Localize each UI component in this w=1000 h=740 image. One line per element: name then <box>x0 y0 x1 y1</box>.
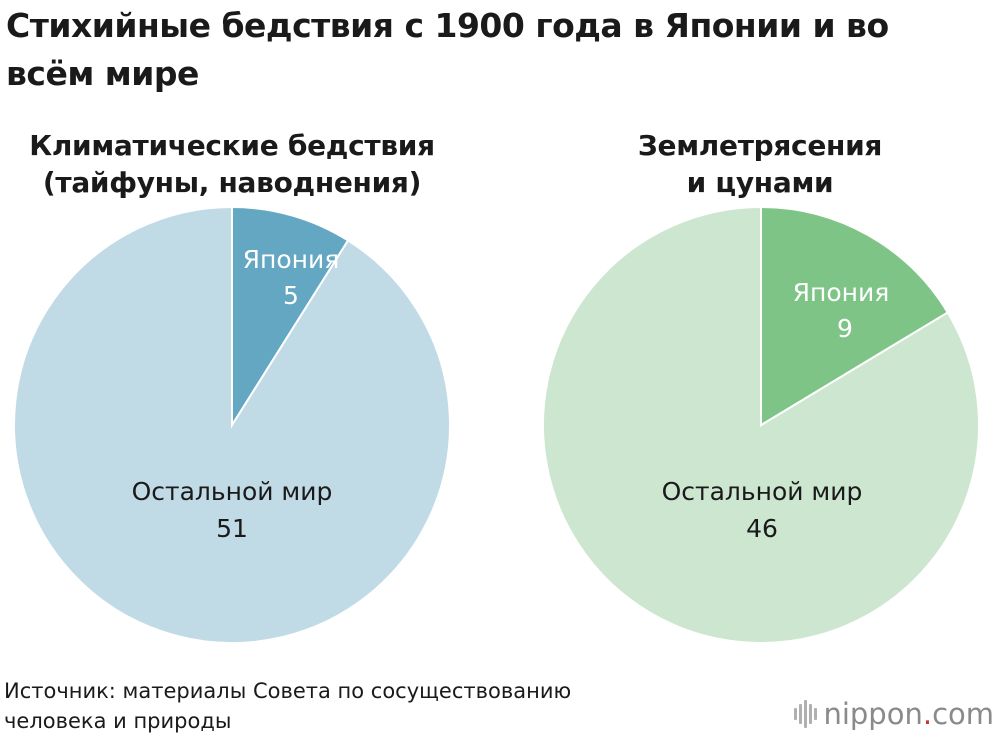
source-note: Источник: материалы Совета по сосущество… <box>4 676 571 736</box>
logo-mark-icon <box>794 700 818 728</box>
source-line2: человека и природы <box>4 709 232 733</box>
logo-text: nippon.com <box>823 697 994 731</box>
label-climate-rest: Остальной мир <box>132 477 333 506</box>
chart-title-earthquake-line2: и цунами <box>686 166 834 199</box>
logo-name: nippon <box>823 697 923 731</box>
chart-title-climate-line1: Климатические бедствия <box>29 129 435 162</box>
value-climate-japan: 5 <box>283 281 299 310</box>
logo-dot: . <box>922 697 933 731</box>
chart-title-climate-line2: (тайфуны, наводнения) <box>42 166 422 199</box>
label-climate-japan: Япония <box>243 245 340 274</box>
source-line1: Источник: материалы Совета по сосущество… <box>4 679 572 703</box>
chart-title-earthquake-line1: Землетрясения <box>637 129 883 162</box>
logo-domain: com <box>932 697 994 731</box>
slice-climate-japan <box>231 205 350 429</box>
chart-title-earthquake: Землетрясения и цунами <box>530 127 990 201</box>
value-climate-rest: 51 <box>216 514 248 543</box>
page-title: Стихийные бедствия с 1900 года в Японии … <box>6 6 889 93</box>
chart-title-climate: Климатические бедствия (тайфуны, наводне… <box>0 127 464 201</box>
nippon-logo: nippon.com <box>794 696 994 732</box>
